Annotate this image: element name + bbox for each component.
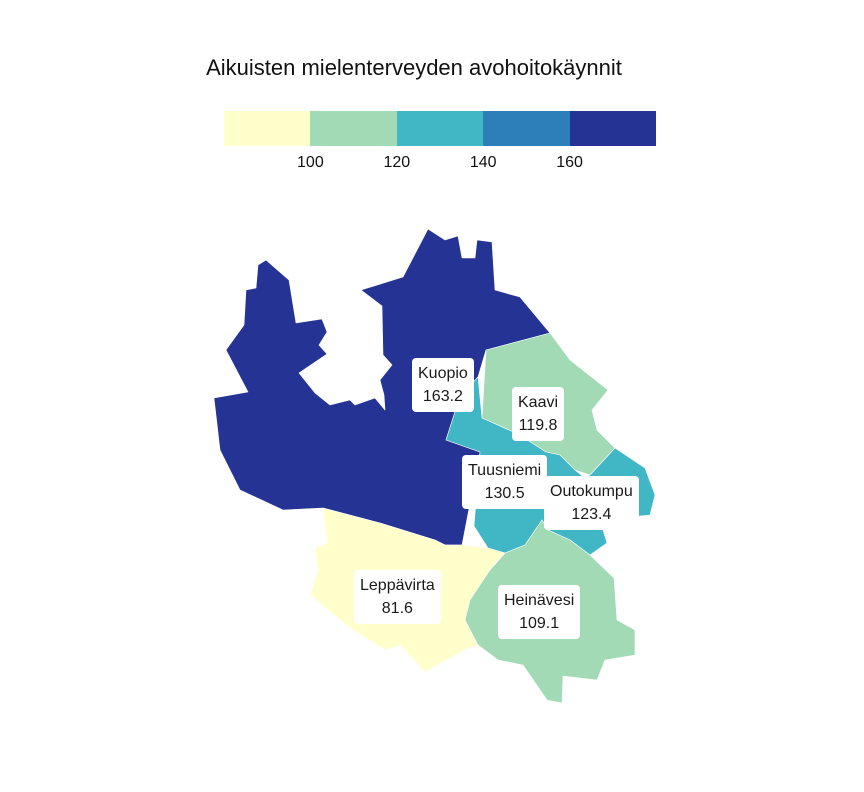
legend-tick-label: 140: [469, 154, 497, 171]
region-label: Leppävirta 81.6: [354, 570, 441, 624]
legend-swatch: [396, 111, 484, 146]
region-label: Outokumpu 123.4: [544, 476, 639, 530]
region-label: Kuopio 163.2: [412, 358, 474, 412]
region-value: 163.2: [422, 388, 463, 405]
region-name: Heinävesi: [504, 592, 575, 609]
legend-swatch: [483, 111, 570, 146]
legend-swatch: [310, 111, 397, 146]
map-title: Aikuisten mielenterveyden avohoitokäynni…: [206, 55, 622, 80]
region-value: 109.1: [519, 615, 560, 632]
region-name: Outokumpu: [550, 483, 633, 500]
legend-ticks: 100 120 140 160: [224, 154, 656, 176]
region-value: 119.8: [518, 417, 558, 434]
legend-tick-label: 120: [383, 154, 411, 171]
region-name: Kaavi: [518, 394, 559, 411]
legend-tick-label: 160: [556, 154, 583, 171]
color-legend: [224, 111, 657, 146]
region-name: Kuopio: [418, 365, 468, 382]
region-label: Kaavi 119.8: [512, 387, 565, 441]
region-value: 123.4: [571, 506, 612, 523]
legend-swatch: [569, 111, 657, 146]
legend-tick-label: 100: [297, 154, 324, 171]
region-name: Leppävirta: [360, 577, 435, 594]
region-label: Heinävesi 109.1: [498, 585, 581, 639]
region-value: 81.6: [381, 600, 413, 617]
region-name: Tuusniemi: [468, 462, 542, 479]
legend-swatch: [224, 111, 311, 146]
region-value: 130.5: [484, 485, 525, 502]
region-label: Tuusniemi 130.5: [462, 455, 548, 509]
